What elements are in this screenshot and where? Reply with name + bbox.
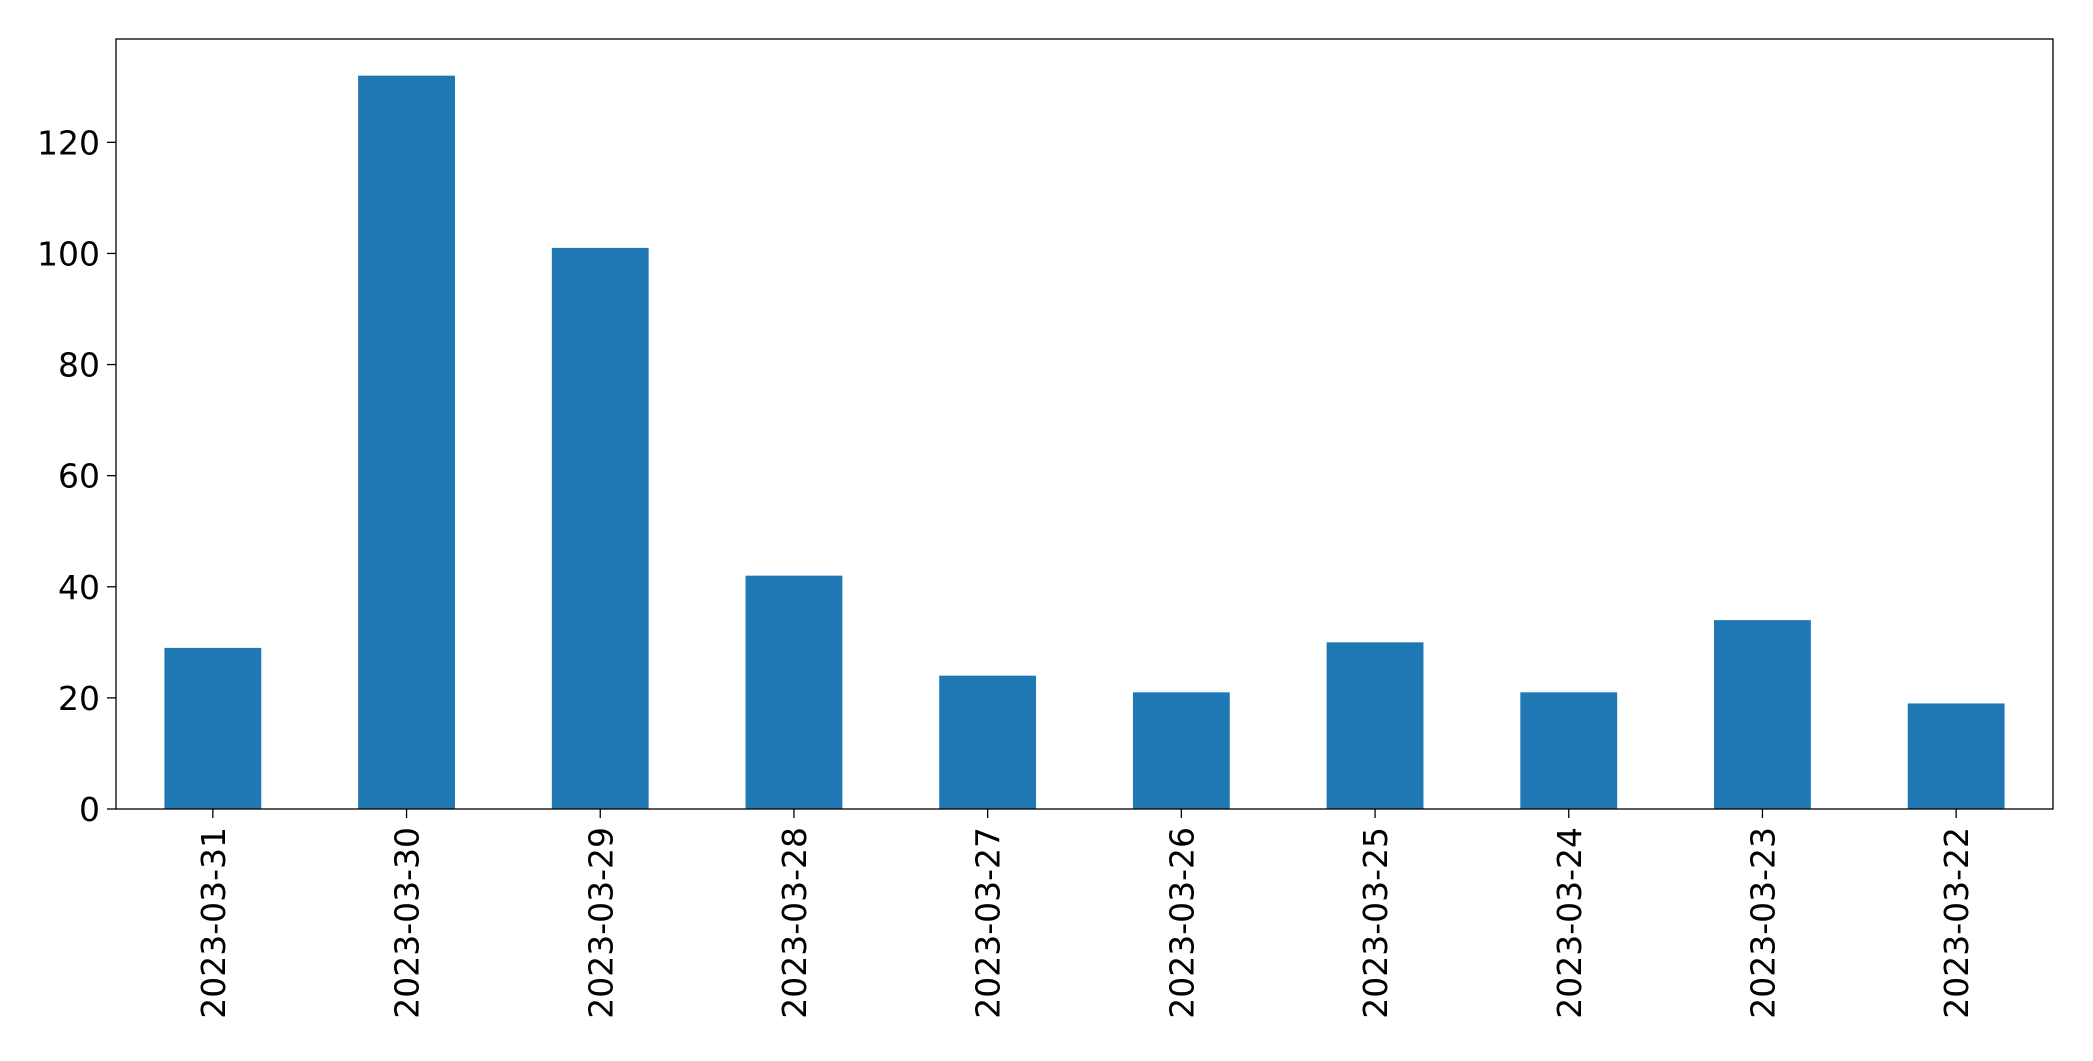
x-tick-label: 2023-03-30 xyxy=(388,827,427,1019)
y-tick-label: 20 xyxy=(58,679,100,718)
x-tick-label: 2023-03-29 xyxy=(581,827,620,1019)
bar xyxy=(551,247,649,809)
bar xyxy=(1132,692,1230,809)
x-tick-label: 2023-03-23 xyxy=(1743,827,1782,1019)
x-tick-label: 2023-03-27 xyxy=(969,827,1008,1019)
bar xyxy=(1326,642,1424,809)
x-tick-label: 2023-03-22 xyxy=(1937,827,1976,1019)
bar xyxy=(1520,692,1618,809)
bar xyxy=(939,675,1037,809)
bar xyxy=(358,75,455,809)
bar xyxy=(745,575,843,809)
x-tick-label: 2023-03-28 xyxy=(775,827,814,1019)
y-tick-label: 0 xyxy=(79,790,100,829)
y-tick-label: 80 xyxy=(58,346,100,385)
bar xyxy=(164,647,262,809)
x-tick-label: 2023-03-24 xyxy=(1550,827,1589,1019)
bar xyxy=(1907,703,2005,809)
y-tick-label: 120 xyxy=(37,123,100,162)
x-tick-label: 2023-03-31 xyxy=(194,827,233,1019)
x-tick-label: 2023-03-25 xyxy=(1356,827,1395,1019)
y-tick-label: 60 xyxy=(58,457,100,496)
x-tick-label: 2023-03-26 xyxy=(1162,827,1201,1019)
plot-frame xyxy=(115,38,2054,810)
bar xyxy=(1714,620,1811,809)
y-tick-label: 40 xyxy=(58,568,100,607)
y-tick-label: 100 xyxy=(37,234,100,273)
